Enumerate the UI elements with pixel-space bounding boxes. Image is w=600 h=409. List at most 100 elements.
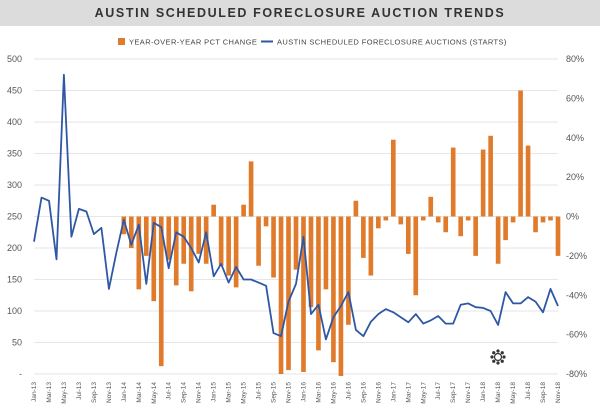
x-tick-label: May-16: [330, 382, 337, 404]
right-tick-label: 60%: [566, 93, 584, 103]
x-tick-label: Nov-16: [375, 382, 382, 403]
starts-line: [33, 73, 559, 341]
x-tick-label: Sep-13: [91, 382, 98, 403]
yoy-bar: [510, 216, 516, 223]
legend-label-line: AUSTIN SCHEDULED FORECLOSURE AUCTIONS (S…: [277, 38, 507, 47]
x-tick-label: Mar-16: [315, 382, 322, 403]
x-tick-label: Mar-14: [136, 382, 143, 403]
yoy-bar: [338, 216, 344, 376]
yoy-bar: [368, 216, 374, 276]
chart-title: AUSTIN SCHEDULED FORECLOSURE AUCTION TRE…: [94, 6, 506, 20]
x-tick-label: Sep-15: [271, 382, 278, 403]
left-tick-label: 300: [7, 180, 22, 190]
yoy-bar: [465, 216, 471, 221]
yoy-bar: [143, 216, 149, 256]
yoy-bar: [533, 216, 538, 233]
right-tick-label: 0%: [566, 212, 579, 222]
yoy-bar: [450, 147, 456, 217]
yoy-bar: [435, 216, 441, 223]
x-tick-label: Jul-15: [256, 382, 263, 400]
yoy-bar: [256, 216, 261, 266]
x-tick-label: Nov-17: [465, 382, 472, 403]
left-tick-label: -: [19, 369, 22, 379]
logo-icon: [500, 351, 504, 355]
logo-icon: [502, 355, 506, 359]
x-tick-label: Mar-17: [405, 382, 412, 403]
yoy-bar: [518, 90, 523, 217]
x-tick-label: May-13: [61, 382, 68, 404]
yoy-bar: [166, 216, 172, 260]
x-tick-label: Nov-18: [555, 382, 562, 403]
logo-icon: [496, 349, 500, 353]
x-tick-label: Jul-16: [345, 382, 352, 400]
yoy-bar: [443, 216, 449, 233]
logo-icon: [492, 351, 496, 355]
yoy-bar: [458, 216, 464, 237]
yoy-bar: [121, 216, 127, 235]
x-tick-label: Sep-18: [540, 382, 547, 403]
x-tick-label: Jul-13: [76, 382, 83, 400]
yoy-bar: [286, 216, 291, 371]
x-tick-label: Nov-13: [106, 382, 113, 403]
logo-icon: [493, 352, 503, 362]
chart-svg: - 50 100 150 200 250 300 350 400 450 500 -80% -60% -4…: [7, 38, 587, 404]
yoy-bar: [488, 135, 493, 217]
chart-title-bar: AUSTIN SCHEDULED FORECLOSURE AUCTION TRE…: [0, 0, 600, 26]
legend-swatch-bar: [118, 38, 125, 45]
left-tick-label: 500: [7, 54, 22, 64]
yoy-bar: [480, 149, 486, 217]
yoy-bar: [203, 216, 209, 264]
x-tick-label: Jan-14: [121, 382, 128, 402]
x-tick-label: May-14: [151, 382, 158, 404]
x-tick-label: Mar-15: [226, 382, 233, 403]
yoy-bar: [316, 216, 321, 351]
x-tick-label: Sep-17: [450, 382, 457, 403]
x-tick-label: Jan-18: [480, 382, 487, 402]
x-tick-label: Jan-17: [390, 382, 397, 402]
yoy-bar: [331, 216, 336, 363]
yoy-bar: [218, 216, 224, 266]
yoy-bar: [263, 216, 269, 227]
yoy-bar: [405, 216, 411, 254]
legend-label-bar: YEAR-OVER-YEAR PCT CHANGE: [129, 38, 257, 47]
right-tick-label: 40%: [566, 133, 584, 143]
yoy-bar: [128, 216, 134, 248]
x-tick-label: May-17: [420, 382, 427, 404]
yoy-bar: [503, 216, 508, 241]
right-tick-label: -60%: [566, 330, 587, 340]
left-tick-label: 250: [7, 212, 22, 222]
left-tick-label: 100: [7, 306, 22, 316]
yoy-bar: [301, 216, 306, 373]
yoy-bar: [248, 161, 254, 217]
right-tick-label: 20%: [566, 172, 584, 182]
x-tick-label: Jul-18: [525, 382, 532, 400]
x-tick-label: Nov-15: [286, 382, 293, 403]
yoy-bar: [390, 139, 396, 217]
yoy-bar: [555, 216, 561, 256]
x-tick-label: May-15: [241, 382, 248, 404]
yoy-bar: [308, 216, 314, 308]
x-tick-label: Jul-14: [166, 382, 173, 400]
yoy-bar: [188, 216, 194, 292]
yoy-bar: [173, 216, 179, 286]
yoy-bar: [473, 216, 478, 256]
left-tick-label: 50: [12, 338, 22, 348]
left-tick-label: 400: [7, 117, 22, 127]
x-tick-label: Jan-15: [211, 382, 218, 402]
yoy-bar: [428, 196, 434, 217]
yoy-bar: [196, 216, 202, 254]
logo-icon: [496, 361, 500, 365]
x-tick-label: Nov-14: [196, 382, 203, 403]
yoy-bar: [525, 145, 531, 217]
x-tick-label: Mar-13: [46, 382, 53, 403]
right-tick-label: 80%: [566, 54, 584, 64]
yoy-bar: [323, 216, 329, 290]
yoy-bar: [346, 216, 351, 325]
yoy-bar: [361, 216, 366, 258]
yoy-bar: [158, 216, 164, 367]
right-tick-label: -20%: [566, 251, 587, 261]
yoy-bar: [136, 216, 142, 290]
left-tick-label: 350: [7, 149, 22, 159]
x-tick-label: Sep-16: [360, 382, 367, 403]
yoy-bar: [383, 216, 389, 221]
